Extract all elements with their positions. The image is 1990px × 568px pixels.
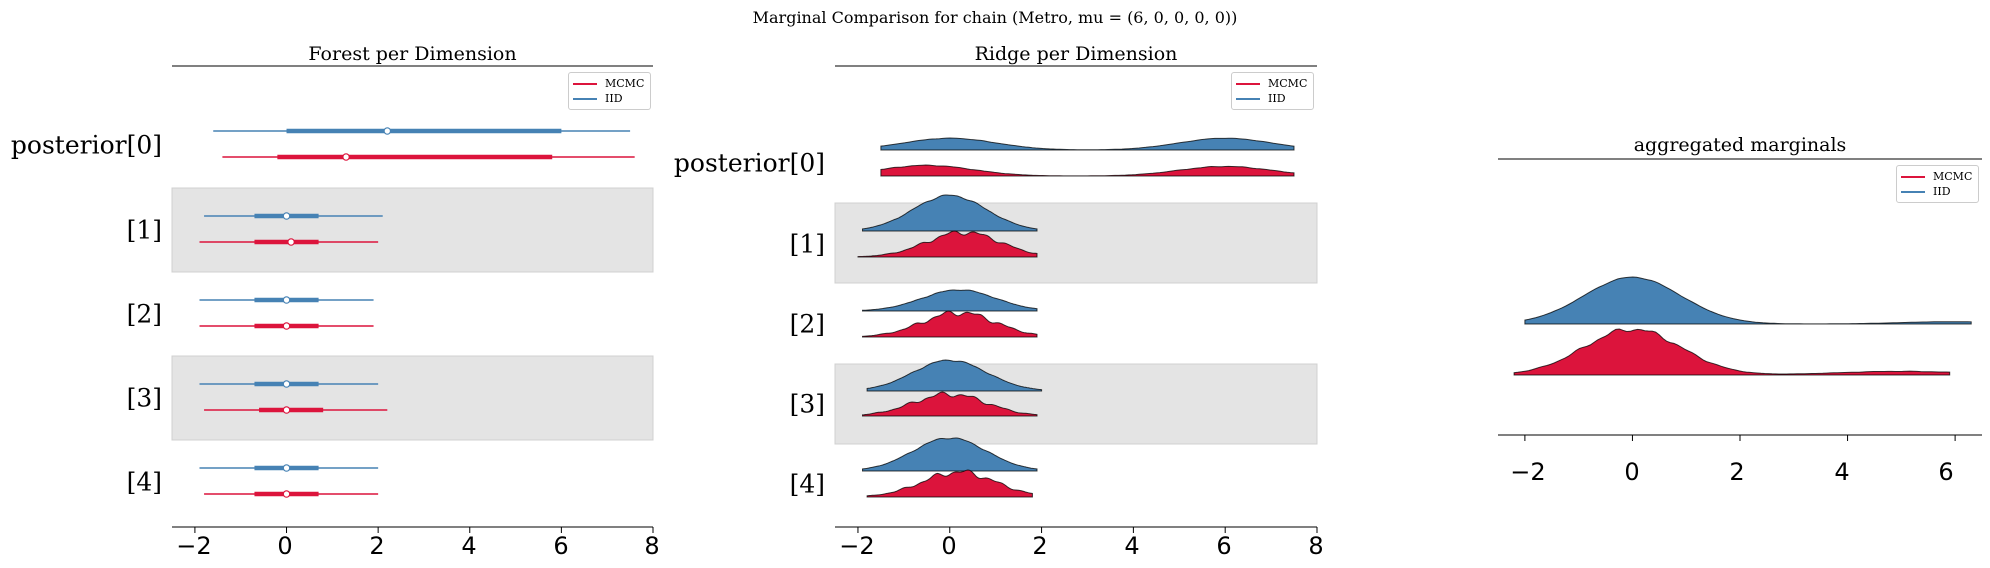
ridge-panel-title: Ridge per Dimension [974,43,1178,65]
ridge-ylabel: [1] [789,229,825,259]
forest-mean-point [383,127,392,135]
ridge-density-mcmc [880,164,1295,177]
legend-label-mcmc: MCMC [605,77,645,90]
ridge-ylabel: [2] [789,309,825,339]
aggregated-density-iid [1524,276,1972,325]
aggregated-panel-title: aggregated marginals [1633,134,1847,156]
forest-ylabel: posterior[0] [10,130,162,160]
forest-xtick-label: 4 [461,532,477,560]
forest-mean-point [282,212,291,220]
ridge-legend: MCMC IID [1231,72,1315,110]
forest-band [171,187,654,273]
forest-xtick-label: −2 [176,532,212,560]
forest-legend: MCMC IID [568,72,652,110]
forest-mean-point [287,238,295,246]
forest-band [171,355,654,441]
iid-swatch [1901,190,1925,193]
mcmc-swatch [1236,82,1260,85]
ridge-density-mcmc [862,310,1038,338]
ridge-density-mcmc [862,391,1038,417]
legend-label-iid: IID [1933,185,1951,198]
forest-ylabel: [2] [126,299,162,329]
figure-suptitle: Marginal Comparison for chain (Metro, mu… [752,8,1238,27]
ridge-xtick-label: 8 [1308,532,1324,560]
ridge-density-mcmc [866,469,1033,498]
aggregated-xtick-label: 4 [1834,458,1850,486]
forest-mean-point [282,406,291,414]
forest-mean-point [282,490,291,498]
legend-item-mcmc: MCMC [1236,76,1307,91]
forest-xtick-label: 2 [369,532,385,560]
aggregated-xtick-label: 2 [1729,458,1745,486]
aggregated-legend: MCMC IID [1896,165,1980,203]
forest-mean-point [282,380,291,388]
forest-ylabel: [1] [126,215,162,245]
legend-item-iid: IID [1901,184,1972,199]
aggregated-xtick-label: 6 [1938,458,1954,486]
aggregated-xtick-label: 0 [1624,458,1640,486]
ridge-density-mcmc [857,230,1038,258]
aggregated-xtick-label: −2 [1510,458,1546,486]
ridge-xtick-label: −2 [839,532,875,560]
mcmc-swatch [573,82,597,85]
legend-item-iid: IID [573,91,644,106]
ridge-ylabel: [4] [789,469,825,499]
mcmc-swatch [1901,175,1925,178]
ridge-xtick-label: 2 [1032,532,1048,560]
ridge-density-iid [880,137,1295,151]
iid-swatch [1236,97,1260,100]
iid-swatch [573,97,597,100]
legend-item-iid: IID [1236,91,1307,106]
forest-xtick-label: 8 [644,532,660,560]
ridge-xtick-label: 6 [1216,532,1232,560]
forest-ylabel: [3] [126,383,162,413]
legend-label-mcmc: MCMC [1933,170,1973,183]
aggregated-density-mcmc [1513,328,1951,376]
forest-mean-point [282,464,291,472]
legend-item-mcmc: MCMC [1901,169,1972,184]
ridge-density-iid [862,289,1038,312]
forest-xtick-label: 0 [277,532,293,560]
forest-ylabel: [4] [126,467,162,497]
ridge-ylabel: [3] [789,389,825,419]
forest-mean-point [282,322,291,330]
forest-panel-title: Forest per Dimension [308,43,517,65]
ridge-density-iid [862,194,1038,232]
forest-mean-point [342,153,350,161]
ridge-ylabel: posterior[0] [673,148,825,178]
ridge-density-iid [862,437,1038,472]
legend-label-iid: IID [605,92,623,105]
forest-xtick-label: 6 [553,532,569,560]
forest-mean-point [282,296,291,304]
ridge-density-iid [866,359,1043,392]
ridge-xtick-label: 4 [1124,532,1140,560]
legend-item-mcmc: MCMC [573,76,644,91]
legend-label-mcmc: MCMC [1268,77,1308,90]
ridge-xtick-label: 0 [941,532,957,560]
legend-label-iid: IID [1268,92,1286,105]
